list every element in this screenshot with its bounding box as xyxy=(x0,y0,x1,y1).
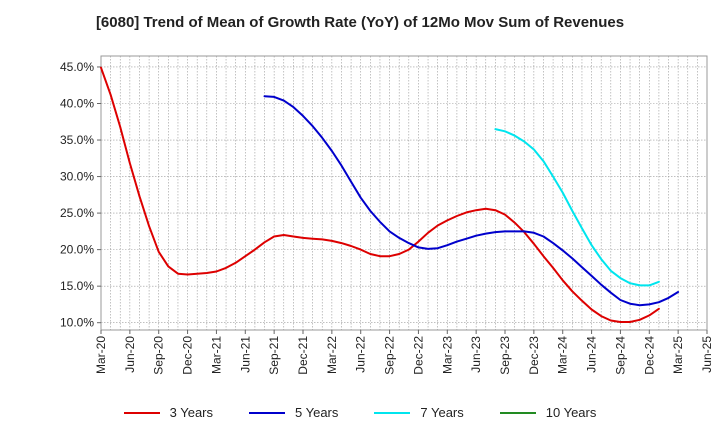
legend-item-3-years[interactable]: 3 Years xyxy=(123,405,213,420)
x-tick-label: Jun-23 xyxy=(469,336,483,373)
chart-title: [6080] Trend of Mean of Growth Rate (YoY… xyxy=(95,14,625,31)
series-line-7-years xyxy=(494,128,660,287)
x-tick-label: Dec-21 xyxy=(296,336,310,375)
series-lines xyxy=(100,66,680,323)
x-tick-label: Sep-24 xyxy=(613,336,627,375)
x-tick-label: Dec-24 xyxy=(642,336,656,375)
x-tick-label: Sep-21 xyxy=(267,336,281,375)
x-tick-label: Mar-25 xyxy=(671,336,685,374)
x-tick-label: Dec-22 xyxy=(411,336,425,375)
legend-item-7-years[interactable]: 7 Years xyxy=(374,405,464,420)
series-line-3-years xyxy=(100,66,660,323)
x-axis-ticks: Mar-20 Jun-20 Sep-20 Dec-20 Mar-21 Jun-21 Sep-… xyxy=(94,330,714,375)
x-tick-label: Jun-25 xyxy=(700,336,714,373)
legend-swatch-5-years xyxy=(249,411,285,414)
x-tick-label: Jun-22 xyxy=(354,336,368,373)
legend-label-3-years: 3 Years xyxy=(169,405,213,420)
y-tick-label: 20.0% xyxy=(60,243,94,257)
x-tick-label: Sep-23 xyxy=(498,336,512,375)
x-tick-label: Mar-22 xyxy=(325,336,339,374)
plot-area xyxy=(100,55,708,331)
legend-swatch-10-years xyxy=(499,411,536,414)
x-tick-label: Sep-22 xyxy=(383,336,397,375)
y-tick-label: 25.0% xyxy=(60,206,94,220)
legend-swatch-3-years xyxy=(123,411,160,414)
legend-swatch-7-years xyxy=(374,411,411,414)
legend-item-10-years[interactable]: 10 Years xyxy=(499,405,597,420)
x-tick-label: Jun-20 xyxy=(123,336,137,373)
y-axis-ticks: 10.0% 15.0% 20.0% 25.0% 30.0% 35.0% 40.0% 45.0% xyxy=(60,60,101,330)
y-tick-label: 10.0% xyxy=(60,316,94,330)
legend-label-5-years: 5 Years xyxy=(295,405,339,420)
y-tick-label: 45.0% xyxy=(60,60,94,74)
y-tick-label: 15.0% xyxy=(60,279,94,293)
x-tick-label: Jun-24 xyxy=(585,336,599,373)
legend-label-7-years: 7 Years xyxy=(420,405,464,420)
legend-label-10-years: 10 Years xyxy=(545,405,597,420)
x-tick-label: Mar-21 xyxy=(209,336,223,374)
legend: 3 Years 5 Years 7 Years 10 Years xyxy=(0,405,720,420)
y-tick-label: 35.0% xyxy=(60,133,94,147)
x-tick-label: Sep-20 xyxy=(152,336,166,375)
x-tick-label: Dec-23 xyxy=(527,336,541,375)
x-tick-label: Mar-20 xyxy=(94,336,108,374)
x-tick-label: Mar-24 xyxy=(556,336,570,374)
x-tick-label: Mar-23 xyxy=(440,336,454,374)
legend-item-5-years[interactable]: 5 Years xyxy=(249,405,338,420)
x-tick-label: Jun-21 xyxy=(238,336,252,373)
line-chart: 10.0% 15.0% 20.0% 25.0% 30.0% 35.0% 40.0% 45.0%… xyxy=(60,55,714,375)
x-tick-label: Dec-20 xyxy=(181,336,195,375)
y-tick-label: 40.0% xyxy=(60,96,94,110)
y-tick-label: 30.0% xyxy=(60,170,94,184)
series-line-5-years xyxy=(263,95,680,307)
